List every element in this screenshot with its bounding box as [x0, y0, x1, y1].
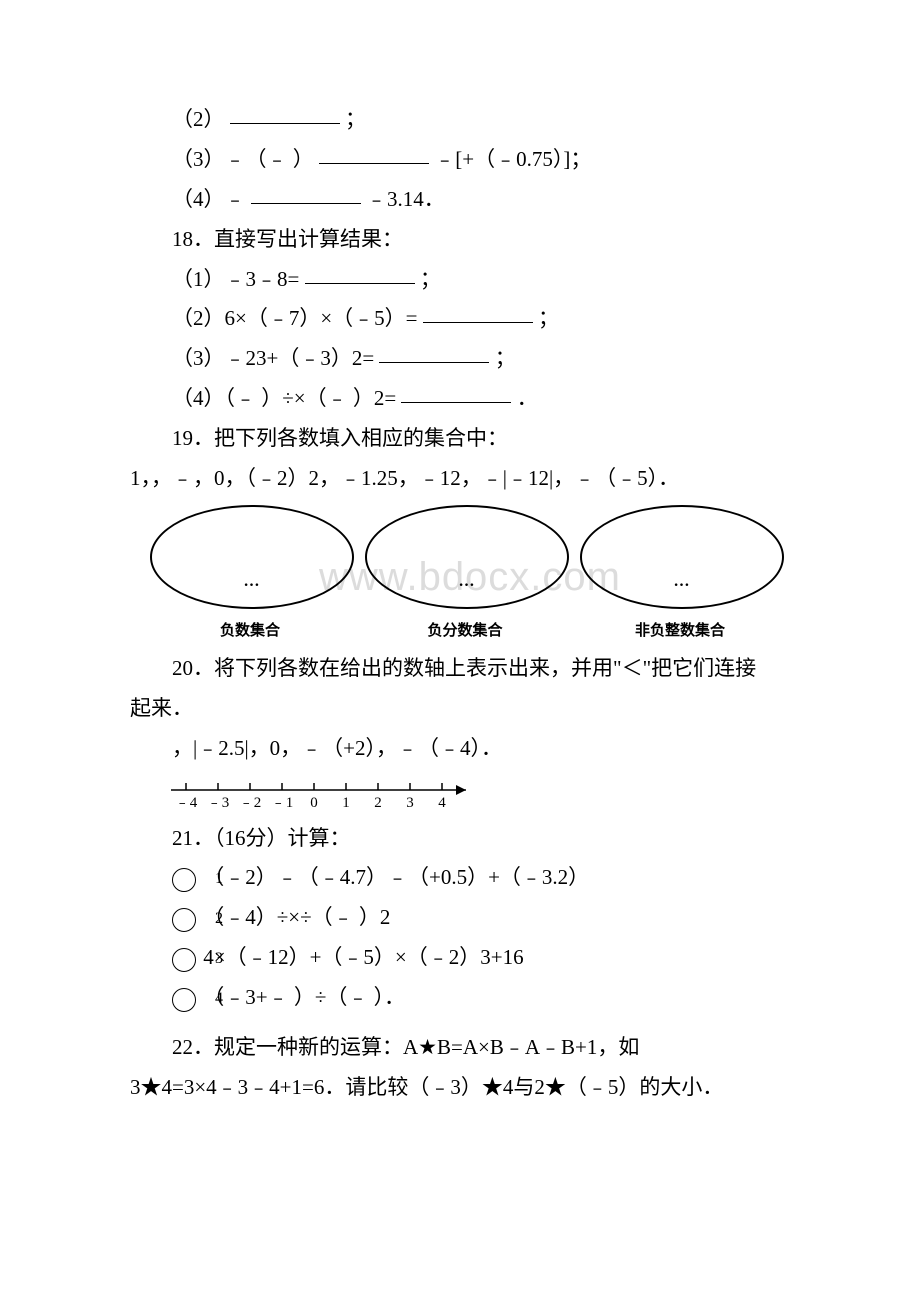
q21-title: 21．（16分）计算： [130, 819, 790, 859]
q18-l1-b: ； [420, 267, 441, 291]
q19-oval-negfrac: … [365, 505, 569, 609]
numberline-svg: ﹣4 ﹣3 ﹣2 ﹣1 0 1 2 3 4 [166, 775, 496, 815]
q17-l3-a: （3）﹣（﹣ ） [172, 147, 314, 171]
q18-l1-blank[interactable] [305, 262, 415, 284]
q18-l2-blank[interactable] [423, 301, 533, 323]
q17-line3: （3）﹣（﹣ ） ﹣[+（﹣0.75）]； [130, 140, 790, 180]
q18-l3-blank[interactable] [379, 341, 489, 363]
q18-l4-b: ． [517, 386, 538, 410]
q19-oval-neg: … [150, 505, 354, 609]
q22-line2: 3★4=3×4﹣3﹣4+1=6．请比较（﹣3）★4与2★（﹣5）的大小． [130, 1068, 790, 1108]
q19-oval-group-nonneg: … 非负整数集合 [580, 505, 780, 646]
q18-line1: （1）﹣3﹣8= ； [130, 260, 790, 300]
q19-list: 1，，﹣，0，（﹣2）2，﹣1.25，﹣12，﹣|﹣12|，﹣（﹣5）． [130, 459, 790, 499]
q21-circ1: 1 [172, 868, 196, 892]
q17-l4-a: （4）﹣ [172, 187, 246, 211]
q19-title: 19．把下列各数填入相应的集合中： [130, 419, 790, 459]
numberline-arrow [456, 785, 466, 795]
q18-line2: （2）6×（﹣7）×（﹣5）= ； [130, 299, 790, 339]
q21-item2: 2 （﹣4）÷×÷（﹣ ）2 [130, 898, 790, 938]
q17-l2-blank[interactable] [230, 102, 340, 124]
q18-l2-b: ； [538, 306, 559, 330]
q21-text1: （﹣2）﹣（﹣4.7）﹣（+0.5）+（﹣3.2） [203, 865, 589, 889]
q21-text2: （﹣4）÷×÷（﹣ ）2 [203, 905, 390, 929]
q19-label-negfrac: 负分数集合 [365, 617, 565, 646]
q18-l2-a: （2）6×（﹣7）×（﹣5）= [172, 306, 418, 330]
q17-l3-b: ﹣[+（﹣0.75）]； [434, 147, 591, 171]
q17-line2: （2） ； [130, 100, 790, 140]
q21-text4: （﹣3+﹣ ）÷（﹣ ）． [203, 985, 405, 1009]
q19-label-nonneg: 非负整数集合 [580, 617, 780, 646]
numberline-labels: ﹣4 ﹣3 ﹣2 ﹣1 0 1 2 3 4 [175, 795, 447, 811]
nl-t1: ﹣3 [207, 795, 230, 811]
q21-circ3: 3 [172, 948, 196, 972]
q19-oval-group-neg: … 负数集合 [150, 505, 350, 646]
q21-item3: 3 4×（﹣12）+（﹣5）×（﹣2）3+16 [130, 938, 790, 978]
nl-t8: 4 [438, 795, 446, 811]
q18-l4-a: （4）（﹣ ）÷×（﹣ ）2= [172, 386, 396, 410]
q20-list: ，|﹣2.5|，0，﹣（+2），﹣（﹣4）． [130, 729, 790, 769]
q20-title-b: 起来． [130, 689, 790, 729]
q17-l3-blank[interactable] [319, 142, 429, 164]
q19-oval-group-negfrac: … 负分数集合 [365, 505, 565, 646]
q19-ovals: www.bdocx.com … 负数集合 … 负分数集合 … 非负整数集合 [150, 505, 790, 645]
q19-oval-nonneg: … [580, 505, 784, 609]
nl-t4: 0 [310, 795, 318, 811]
q20-numberline: ﹣4 ﹣3 ﹣2 ﹣1 0 1 2 3 4 [166, 775, 790, 815]
q17-l2-prefix: （2） [172, 107, 225, 131]
q18-l3-a: （3）﹣23+（﹣3）2= [172, 346, 374, 370]
nl-t6: 2 [374, 795, 382, 811]
q22-line1: 22．规定一种新的运算：A★B=A×B﹣A﹣B+1，如 [130, 1028, 790, 1068]
q17-l4-blank[interactable] [251, 182, 361, 204]
nl-t0: ﹣4 [175, 795, 198, 811]
numberline-ticks [186, 783, 442, 790]
q21-circ4: 4 [172, 988, 196, 1012]
q18-line3: （3）﹣23+（﹣3）2= ； [130, 339, 790, 379]
q18-l3-b: ； [495, 346, 516, 370]
nl-t2: ﹣2 [239, 795, 262, 811]
q19-oval-nonneg-dots: … [582, 567, 782, 597]
nl-t5: 1 [342, 795, 350, 811]
q18-l4-blank[interactable] [401, 381, 511, 403]
q19-oval-neg-dots: … [152, 567, 352, 597]
q17-line4: （4）﹣ ﹣3.14． [130, 180, 790, 220]
q19-label-neg: 负数集合 [150, 617, 350, 646]
q21-item4: 4 （﹣3+﹣ ）÷（﹣ ）． [130, 978, 790, 1018]
q21-circ2: 2 [172, 908, 196, 932]
q17-l2-tail: ； [345, 107, 366, 131]
nl-t7: 3 [406, 795, 414, 811]
q21-text3: 4×（﹣12）+（﹣5）×（﹣2）3+16 [203, 945, 523, 969]
q18-l1-a: （1）﹣3﹣8= [172, 267, 299, 291]
q18-line4: （4）（﹣ ）÷×（﹣ ）2= ． [130, 379, 790, 419]
q19-oval-negfrac-dots: … [367, 567, 567, 597]
q20-title-a: 20．将下列各数在给出的数轴上表示出来，并用"＜"把它们连接 [130, 649, 790, 689]
nl-t3: ﹣1 [271, 795, 294, 811]
q21-item1: 1 （﹣2）﹣（﹣4.7）﹣（+0.5）+（﹣3.2） [130, 858, 790, 898]
q18-title: 18．直接写出计算结果： [130, 220, 790, 260]
q17-l4-b: ﹣3.14． [366, 187, 445, 211]
